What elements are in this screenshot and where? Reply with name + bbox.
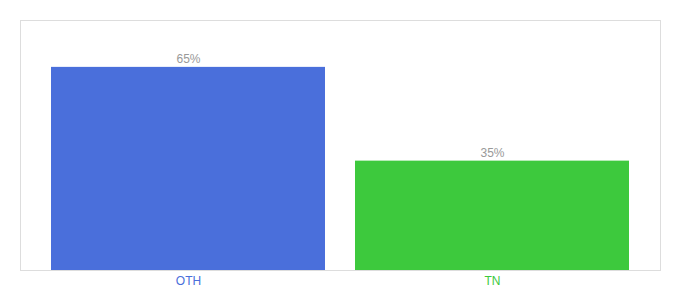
- svg-text:35%: 35%: [480, 146, 504, 160]
- svg-text:TN: TN: [485, 274, 501, 288]
- svg-text:OTH: OTH: [176, 274, 201, 288]
- svg-text:65%: 65%: [176, 52, 200, 66]
